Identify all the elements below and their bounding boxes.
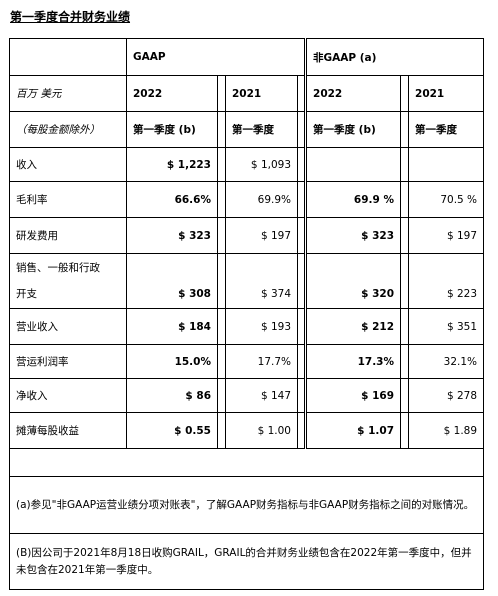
value-cell: 15.0% <box>126 344 218 379</box>
value-cell: $ 193 <box>225 308 298 345</box>
row-label: 研发费用 <box>9 217 127 254</box>
value-cell: $ 1,093 <box>225 147 298 182</box>
value-cell: $ 1.00 <box>225 412 298 449</box>
page-title: 第一季度合并财务业绩 <box>10 10 131 24</box>
value-cell: $ 1,223 <box>126 147 218 182</box>
year-header: 2022 <box>126 75 218 112</box>
row-label: 收入 <box>9 147 127 182</box>
table-row: 毛利率 66.6% 69.9% 69.9 % 70.5 % <box>9 181 485 218</box>
value-cell: $ 147 <box>225 378 298 413</box>
non-gaap-header: 非GAAP (a) <box>304 38 485 76</box>
row-label: 营运利润率 <box>9 344 127 379</box>
value-cell: $ 323 <box>304 217 402 254</box>
row-label: 营业收入 <box>9 308 127 345</box>
value-cell: $ 223 <box>408 253 485 309</box>
value-cell: $ 323 <box>126 217 218 254</box>
table-row: 销售、一般和行政 开支 $ 308 $ 374 $ 320 $ 223 <box>9 253 485 309</box>
table-row: 摊薄每股收益 $ 0.55 $ 1.00 $ 1.07 $ 1.89 <box>9 412 485 449</box>
row-label-line: 开支 <box>16 288 37 300</box>
value-cell: $ 278 <box>408 378 485 413</box>
gaap-header: GAAP <box>125 38 307 76</box>
value-cell: $ 184 <box>126 308 218 345</box>
row-label-line: 销售、一般和行政 <box>16 262 100 274</box>
table-row: 研发费用 $ 323 $ 197 $ 323 $ 197 <box>9 217 485 254</box>
period-header: 第一季度 <box>225 111 298 148</box>
table-row: 收入 $ 1,223 $ 1,093 <box>9 147 485 182</box>
value-cell: $ 169 <box>304 378 402 413</box>
value-cell: $ 197 <box>408 217 485 254</box>
value-cell: 17.7% <box>225 344 298 379</box>
row-label: 毛利率 <box>9 181 127 218</box>
footnote-a: (a)参见"非GAAP运营业绩分项对账表"，了解GAAP财务指标与非GAAP财务… <box>8 476 485 534</box>
spacer-row <box>8 448 485 477</box>
value-cell: $ 197 <box>225 217 298 254</box>
year-header: 2021 <box>225 75 298 112</box>
value-cell: 70.5 % <box>408 181 485 218</box>
value-cell: $ 0.55 <box>126 412 218 449</box>
unit-note: （每股金额除外） <box>9 111 127 148</box>
year-header: 2021 <box>408 75 485 112</box>
value-cell: $ 212 <box>304 308 402 345</box>
period-header: 第一季度 <box>408 111 485 148</box>
table-row: 营业收入 $ 184 $ 193 $ 212 $ 351 <box>9 308 485 345</box>
value-cell: 32.1% <box>408 344 485 379</box>
value-cell: $ 1.07 <box>304 412 402 449</box>
value-cell: $ 86 <box>126 378 218 413</box>
value-cell: 66.6% <box>126 181 218 218</box>
row-label: 摊薄每股收益 <box>9 412 127 449</box>
footnote-b: (B)因公司于2021年8月18日收购GRAIL，GRAIL的合并财务业绩包含在… <box>8 533 485 590</box>
value-cell: 69.9% <box>225 181 298 218</box>
value-cell: 17.3% <box>304 344 402 379</box>
value-cell <box>408 147 485 182</box>
year-header: 2022 <box>304 75 402 112</box>
period-header: 第一季度 (b) <box>304 111 402 148</box>
value-cell <box>304 147 402 182</box>
value-cell: $ 1.89 <box>408 412 485 449</box>
row-label: 销售、一般和行政 开支 <box>9 253 127 309</box>
value-cell: $ 320 <box>304 253 402 309</box>
value-cell: $ 374 <box>225 253 298 309</box>
table-row: 净收入 $ 86 $ 147 $ 169 $ 278 <box>9 378 485 413</box>
table-row: 营运利润率 15.0% 17.7% 17.3% 32.1% <box>9 344 485 379</box>
financial-results-table: GAAP 非GAAP (a) 百万 美元 2022 2021 2022 2021… <box>8 38 485 590</box>
value-cell: $ 308 <box>126 253 218 309</box>
unit-label: 百万 美元 <box>9 75 127 112</box>
value-cell: $ 351 <box>408 308 485 345</box>
row-label: 净收入 <box>9 378 127 413</box>
value-cell: 69.9 % <box>304 181 402 218</box>
period-header: 第一季度 (b) <box>126 111 218 148</box>
corner-cell <box>9 38 127 76</box>
